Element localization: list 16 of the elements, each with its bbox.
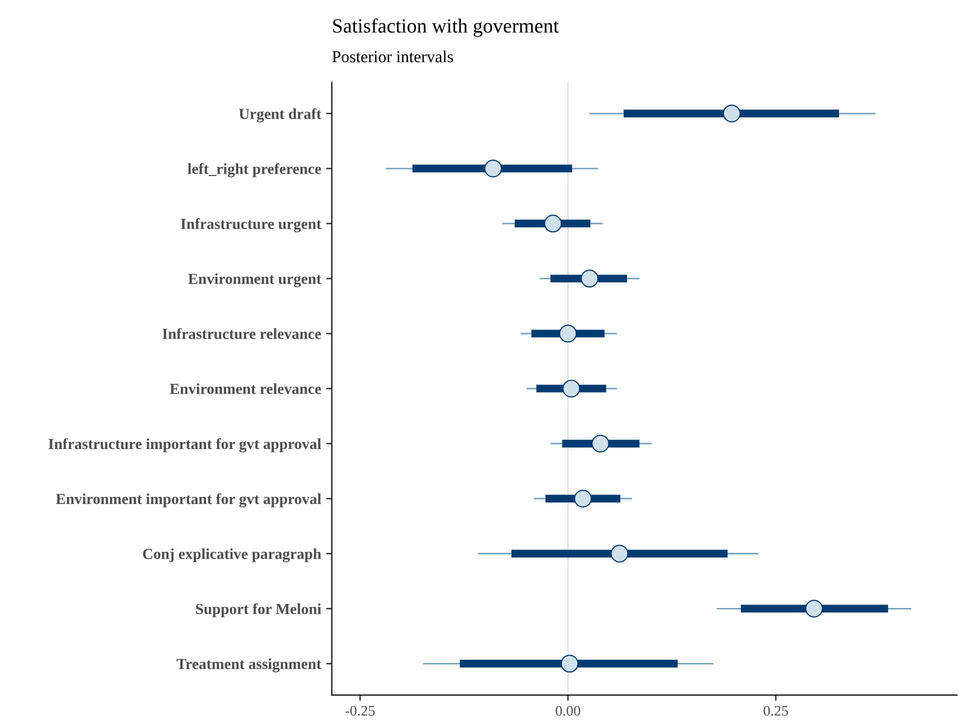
y-tick-label: Environment important for gvt approval: [56, 493, 322, 508]
chart-subtitle: Posterior intervals: [332, 50, 453, 62]
y-tick-label: Treatment assignment: [176, 658, 322, 672]
y-tick-label: Infrastructure relevance: [162, 328, 321, 340]
chart-title: Satisfaction with goverment: [333, 18, 559, 37]
y-tick-label: Environment relevance: [170, 383, 321, 394]
x-tick-label: 0.00: [556, 706, 580, 716]
y-tick-label: Conj explicative paragraph: [143, 548, 322, 562]
x-tick-label: -0.25: [345, 706, 375, 716]
y-tick-label: left_right preference: [188, 163, 321, 178]
y-tick-label: Environment urgent: [188, 273, 322, 288]
y-tick-label: Infrastructure urgent: [180, 218, 322, 232]
y-tick-label: Infrastructure important for gvt approval: [48, 438, 322, 452]
y-tick-label: Support for Meloni: [196, 603, 322, 618]
x-tick-label: 0.25: [764, 706, 788, 716]
y-tick-label: Urgent draft: [239, 108, 322, 122]
